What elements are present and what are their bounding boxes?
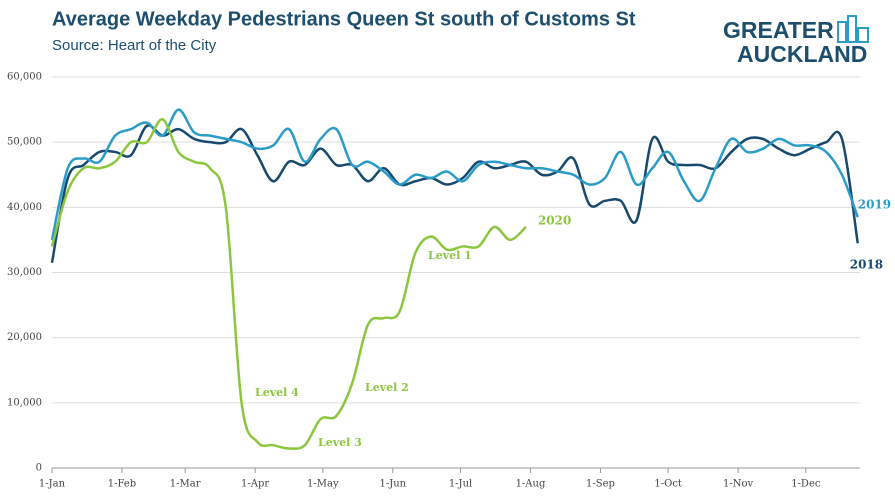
logo-text: GREATER <box>723 17 834 43</box>
x-tick-label: 1-Jan <box>39 479 66 490</box>
chart-title: Average Weekday Pedestrians Queen St sou… <box>52 8 636 30</box>
annotation: Level 3 <box>318 436 362 449</box>
series-label: 2020 <box>538 213 571 227</box>
y-tick-label: 40,000 <box>7 202 42 213</box>
annotation: Level 4 <box>255 386 299 399</box>
x-tick-label: 1-Feb <box>108 479 136 490</box>
x-tick-label: 1-Jul <box>449 479 472 490</box>
logo-icon <box>837 15 869 43</box>
x-tick-label: 1-Jun <box>379 479 406 490</box>
x-tick-label: 1-Oct <box>654 479 682 490</box>
x-tick-label: 1-May <box>307 479 339 490</box>
x-tick-label: 1-Mar <box>170 479 201 490</box>
x-tick-label: 1-Sep <box>586 479 615 490</box>
series-label: 2018 <box>850 258 883 272</box>
y-tick-label: 10,000 <box>7 397 42 408</box>
series-line <box>50 108 859 241</box>
y-tick-label: 20,000 <box>7 332 42 343</box>
x-tick-label: 1-Aug <box>516 479 546 490</box>
x-tick-label: 1-Apr <box>241 479 269 490</box>
logo-text: AUCKLAND <box>737 41 867 67</box>
annotation: Level 2 <box>365 381 409 394</box>
series-line <box>50 118 527 450</box>
x-tick-label: 1-Dec <box>791 479 821 490</box>
x-tick-label: 1-Nov <box>723 479 754 490</box>
series-label: 2019 <box>858 198 891 212</box>
series-line <box>50 124 859 263</box>
y-tick-label: 50,000 <box>7 137 42 148</box>
y-tick-label: 0 <box>36 463 42 474</box>
annotation: Level 1 <box>428 249 472 262</box>
y-tick-label: 30,000 <box>7 267 42 278</box>
y-tick-label: 60,000 <box>7 72 42 83</box>
chart-subtitle: Source: Heart of the City <box>52 37 217 54</box>
